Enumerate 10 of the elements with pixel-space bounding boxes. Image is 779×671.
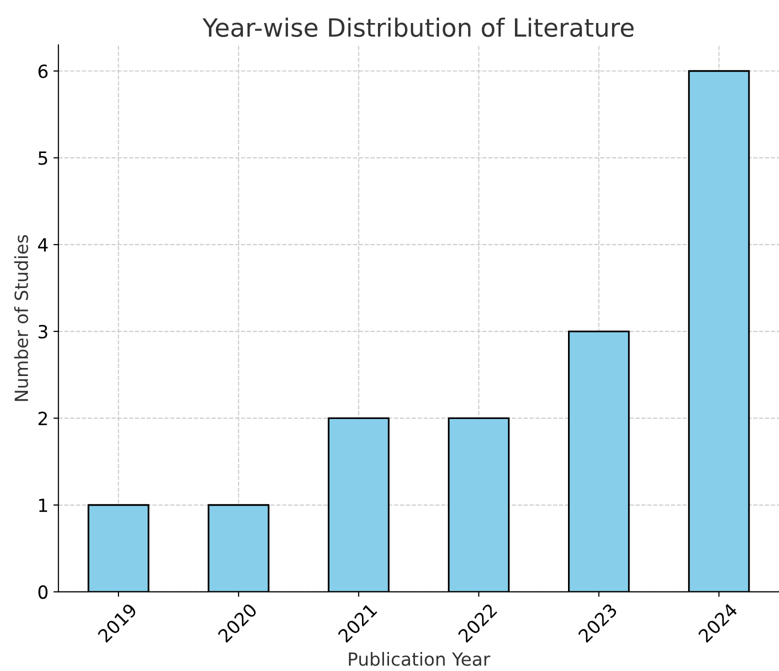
y-tick-label: 6 [38, 64, 48, 78]
y-tick-label: 0 [38, 585, 48, 599]
y-tick-label: 1 [39, 498, 48, 512]
y-tick-label: 2 [38, 412, 47, 426]
y-tick-label: 3 [38, 324, 48, 339]
y-axis-title: Number of Studies [14, 235, 28, 401]
x-axis-title: Publication Year [348, 652, 490, 666]
chart-title: Year-wise Distribution of Literature [202, 18, 634, 37]
y-tick-label: 5 [38, 152, 48, 165]
y-tick-label: 4 [38, 238, 48, 252]
